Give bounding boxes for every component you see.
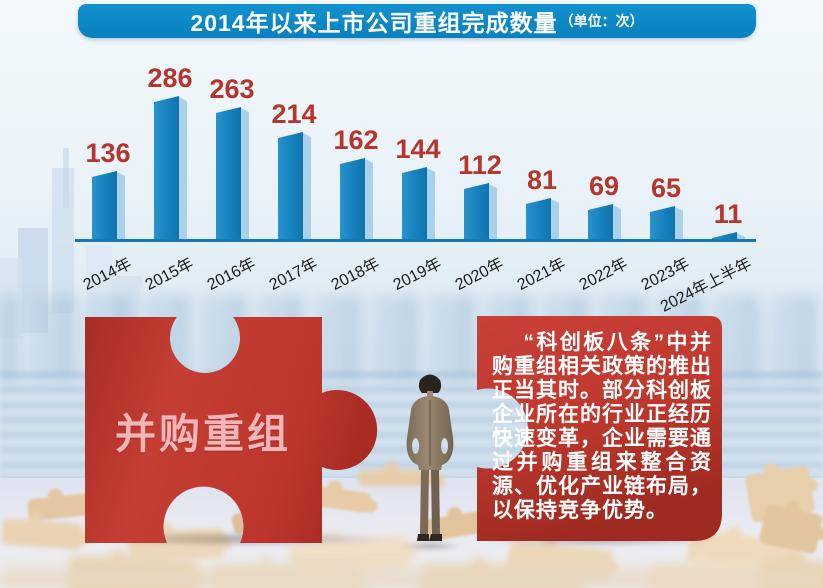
businessman-figurine	[406, 374, 454, 541]
figurine-shoe	[417, 534, 429, 541]
figurine-leg	[431, 470, 440, 534]
bar-2019年	[402, 167, 435, 239]
bar-2014年	[92, 171, 125, 239]
figurine-neck	[427, 391, 433, 399]
bar-value-label: 81	[526, 165, 558, 195]
bar-value-label: 263	[209, 74, 255, 104]
bar-value-label: 136	[85, 138, 131, 168]
skyline-tower	[63, 148, 69, 208]
left-puzzle-label: 并购重组	[115, 411, 291, 457]
figurine-shadow	[400, 541, 462, 551]
bar-2015年	[154, 96, 187, 239]
bar-2018年	[340, 158, 373, 239]
bar-2016年	[216, 107, 249, 239]
x-axis-line	[75, 239, 756, 242]
bar-value-label: 69	[588, 171, 620, 201]
right-puzzle-paragraph: “科创板八条”中并购重组相关政策的推出正当其时。部分科创板企业所在的行业正经历快…	[492, 331, 712, 522]
figurine-jacket	[406, 396, 454, 470]
bar-2023年	[650, 206, 683, 239]
bar-2017年	[278, 132, 311, 239]
bar-value-label: 214	[271, 99, 317, 129]
bar-2021年	[526, 198, 559, 239]
bar-value-label: 65	[650, 173, 682, 203]
skyline-tower	[0, 258, 22, 338]
figurine-hair	[418, 374, 442, 393]
bar-value-label: 11	[713, 199, 743, 229]
skyline-tower	[18, 228, 48, 333]
bar-2022年	[588, 204, 621, 239]
puzzle-piece-scatter	[1, 518, 83, 550]
left-red-puzzle-piece	[85, 317, 378, 543]
bar-value-label: 144	[395, 134, 441, 164]
right-red-puzzle-piece	[477, 316, 722, 541]
bar-chart: 136 2014年 286 2015年 263 2016年 214 2017年 162 2018年…	[75, 63, 756, 316]
bar-value-label: 162	[333, 125, 379, 155]
foreground-blur	[0, 558, 823, 588]
title-banner: 2014年以来上市公司重组完成数量 （单位：次）	[78, 4, 756, 38]
figurine-leg	[420, 470, 429, 534]
bar-value-label: 286	[147, 63, 193, 93]
bar-2020年	[464, 183, 497, 239]
bar-2024年上半年	[712, 232, 745, 239]
puzzle-piece-scatter	[358, 462, 445, 488]
chart-title: 2014年以来上市公司重组完成数量	[190, 10, 558, 36]
chart-unit-label: （单位：次）	[559, 13, 644, 29]
figurine-shoe	[429, 534, 442, 541]
bar-value-label: 112	[458, 150, 502, 180]
